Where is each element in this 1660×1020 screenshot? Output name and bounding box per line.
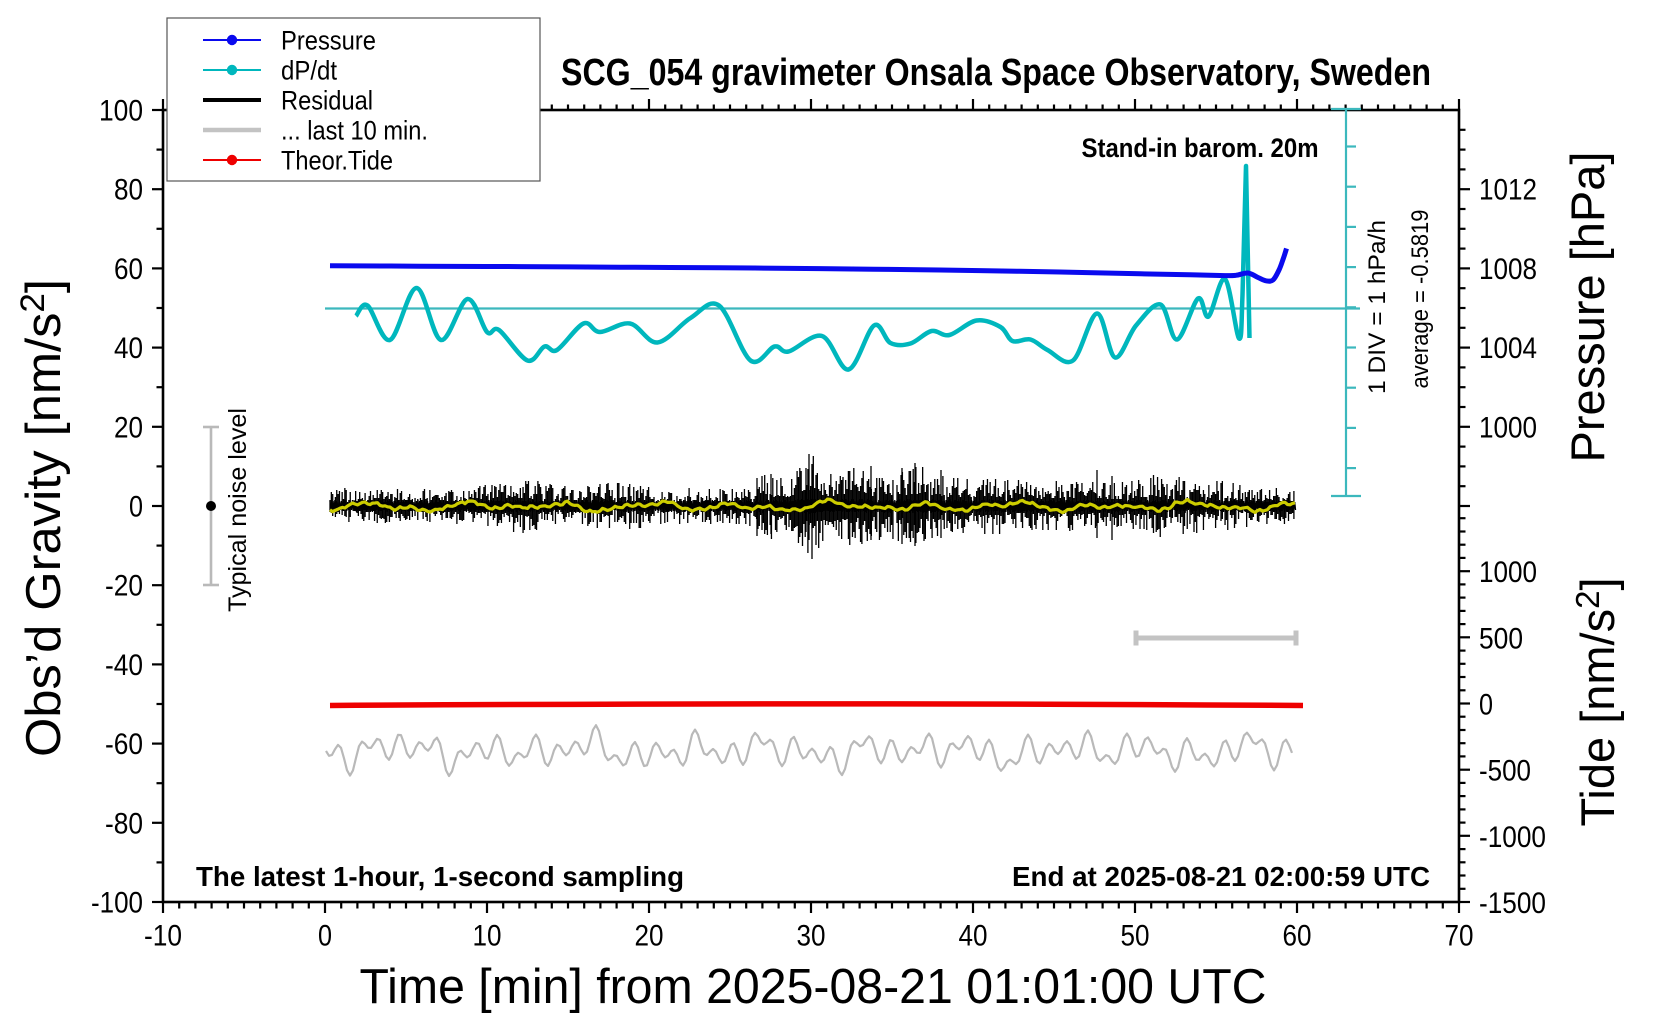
svg-text:average = -0.5819: average = -0.5819 [1407,210,1434,389]
svg-text:Tide [nm/s2]: Tide [nm/s2] [1569,577,1624,826]
svg-text:20: 20 [635,920,664,953]
svg-text:60: 60 [114,253,143,286]
svg-text:30: 30 [797,920,826,953]
svg-text:dP/dt: dP/dt [281,56,337,86]
svg-text:10: 10 [473,920,502,953]
svg-text:Obs’d Gravity [nm/s2]: Obs’d Gravity [nm/s2] [14,279,71,757]
svg-text:1 DIV = 1 hPa/h: 1 DIV = 1 hPa/h [1364,220,1391,394]
svg-text:1012: 1012 [1479,174,1537,207]
svg-text:70: 70 [1445,920,1474,953]
svg-text:Residual: Residual [281,86,373,116]
svg-text:0: 0 [1479,689,1493,722]
svg-text:... last 10 min.: ... last 10 min. [281,116,428,146]
svg-text:-80: -80 [105,807,143,840]
svg-text:500: 500 [1479,622,1523,655]
svg-text:1000: 1000 [1479,411,1537,444]
svg-text:Typical noise level: Typical noise level [224,408,252,612]
svg-text:End at 2025-08-21 02:00:59 UTC: End at 2025-08-21 02:00:59 UTC [1012,861,1430,892]
svg-text:-10: -10 [144,920,182,953]
svg-text:Theor.Tide: Theor.Tide [281,146,393,176]
svg-text:-60: -60 [105,728,143,761]
svg-text:20: 20 [114,411,143,444]
svg-text:60: 60 [1283,920,1312,953]
svg-text:80: 80 [114,174,143,207]
svg-text:Time [min] from 2025-08-21 01:: Time [min] from 2025-08-21 01:01:00 UTC [360,960,1267,1014]
svg-text:-100: -100 [91,887,143,920]
svg-text:40: 40 [959,920,988,953]
svg-text:-1000: -1000 [1479,821,1546,854]
svg-text:50: 50 [1121,920,1150,953]
svg-text:Stand-in barom. 20m: Stand-in barom. 20m [1082,133,1319,163]
svg-text:-20: -20 [105,570,143,603]
svg-text:-500: -500 [1479,755,1531,788]
svg-text:-1500: -1500 [1479,887,1546,920]
svg-text:1004: 1004 [1479,332,1537,365]
svg-text:-40: -40 [105,649,143,682]
svg-text:0: 0 [129,491,143,524]
svg-text:40: 40 [114,332,143,365]
svg-text:1000: 1000 [1479,556,1537,589]
svg-text:1008: 1008 [1479,253,1537,286]
svg-text:The latest 1-hour, 1-second sa: The latest 1-hour, 1-second sampling [196,861,684,892]
svg-text:SCG_054 gravimeter Onsala Spac: SCG_054 gravimeter Onsala Space Observat… [561,52,1431,94]
svg-text:100: 100 [99,95,143,128]
svg-text:Pressure [hPa]: Pressure [hPa] [1561,152,1614,463]
svg-text:0: 0 [318,920,332,953]
svg-text:Pressure: Pressure [281,26,376,56]
